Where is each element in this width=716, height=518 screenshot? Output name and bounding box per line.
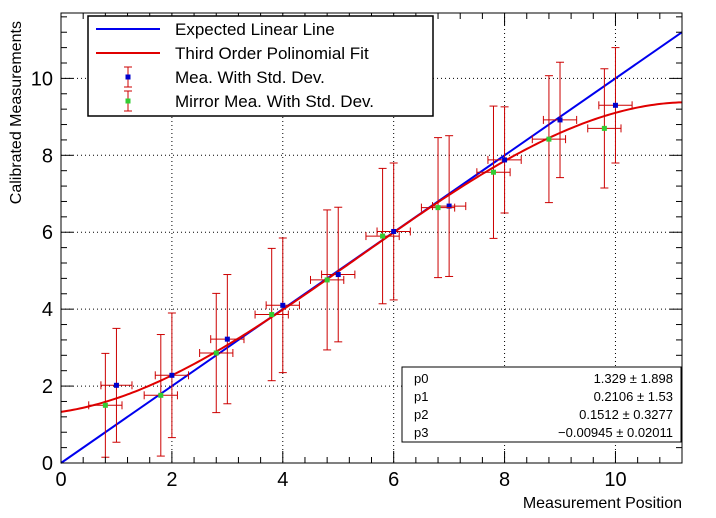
marker — [113, 382, 119, 388]
marker — [224, 336, 230, 342]
y-tick-label: 2 — [42, 376, 53, 398]
legend: Expected Linear Line Third Order Polinomi… — [87, 15, 434, 117]
marker — [102, 402, 108, 408]
axis-tick-labels: 0 2 4 6 8 10 0 2 4 6 8 10 — [31, 68, 627, 491]
fit-parameter-box: p0 1.329 ± 1.898 p1 0.2106 ± 1.53 p2 0.1512 ±… — [401, 366, 682, 443]
mirror-measurement-point — [531, 75, 567, 204]
marker — [335, 272, 341, 278]
y-tick-label: 4 — [42, 299, 53, 321]
fit-parameter-row: p2 0.1512 ± 0.3277 — [414, 407, 673, 422]
fit-parameter-value: 1.329 ± 1.898 — [594, 371, 673, 386]
mirror-measurement-point — [365, 167, 400, 305]
legend-entry: Third Order Polinomial Fit — [96, 44, 369, 63]
marker — [269, 312, 275, 318]
marker — [557, 117, 563, 123]
marker — [391, 228, 397, 234]
fit-parameter-row: p0 1.329 ± 1.898 — [414, 371, 673, 386]
legend-entry: Mirror Mea. With Std. Dev. — [124, 90, 374, 112]
marker — [213, 350, 219, 356]
marker — [490, 169, 496, 175]
fit-parameter-name: p3 — [414, 425, 428, 440]
mirror-measurement-point — [254, 247, 289, 382]
legend-box — [87, 15, 434, 117]
legend-entry: Expected Linear Line — [96, 20, 335, 39]
marker — [169, 372, 175, 378]
marker — [380, 233, 386, 239]
legend-label: Mea. With Std. Dev. — [175, 68, 325, 87]
marker — [435, 205, 441, 211]
x-tick-label: 2 — [166, 469, 177, 491]
y-axis-label: Calibrated Measurements — [8, 21, 25, 204]
marker — [612, 102, 618, 108]
fit-parameter-value: 0.2106 ± 1.53 — [594, 389, 673, 404]
fit-parameter-name: p1 — [414, 389, 428, 404]
legend-label: Expected Linear Line — [175, 20, 335, 39]
legend-entry: Mea. With Std. Dev. — [124, 66, 325, 88]
polynomial-fit-curve — [60, 101, 683, 413]
fit-parameter-name: p0 — [414, 371, 428, 386]
mirror-measurement-point — [310, 209, 345, 351]
measurement-point — [100, 327, 133, 443]
marker — [324, 277, 330, 283]
marker — [446, 203, 452, 209]
curves — [60, 31, 683, 464]
y-tick-label: 6 — [42, 222, 53, 244]
measurement-point — [265, 237, 300, 374]
fit-parameter-frame — [401, 366, 682, 443]
marker — [502, 157, 508, 163]
marker — [546, 136, 552, 142]
legend-marker-swatch — [125, 98, 131, 104]
fit-parameter-row: p3 −0.00945 ± 0.02011 — [414, 425, 673, 440]
x-tick-label: 4 — [277, 469, 288, 491]
x-tick-label: 10 — [604, 469, 626, 491]
legend-marker-swatch — [125, 74, 131, 80]
marker — [280, 302, 286, 308]
x-tick-label: 0 — [55, 469, 66, 491]
x-tick-label: 8 — [499, 469, 510, 491]
measurement-point — [210, 274, 245, 405]
x-tick-label: 6 — [388, 469, 399, 491]
mirror-measurement-point — [587, 68, 622, 189]
mirror-measurement-point — [199, 292, 234, 414]
y-tick-label: 0 — [42, 453, 53, 475]
legend-label: Third Order Polinomial Fit — [175, 44, 369, 63]
mirror-measurement-point — [420, 137, 456, 279]
fit-parameter-name: p2 — [414, 407, 428, 422]
mirror-measurement-point — [476, 105, 511, 239]
marker — [601, 125, 607, 131]
mirror-measurement-point — [88, 352, 123, 458]
marker — [158, 392, 164, 398]
y-tick-label: 8 — [42, 145, 53, 167]
legend-label: Mirror Mea. With Std. Dev. — [175, 92, 374, 111]
x-axis-label: Measurement Position — [523, 495, 682, 512]
fit-parameter-row: p1 0.2106 ± 1.53 — [414, 389, 673, 404]
y-tick-label: 10 — [31, 68, 53, 90]
fit-parameter-value: −0.00945 ± 0.02011 — [558, 425, 673, 440]
mirror-measurement-point — [143, 334, 178, 457]
data-points — [88, 47, 633, 458]
fit-parameter-value: 0.1512 ± 0.3277 — [579, 407, 673, 422]
